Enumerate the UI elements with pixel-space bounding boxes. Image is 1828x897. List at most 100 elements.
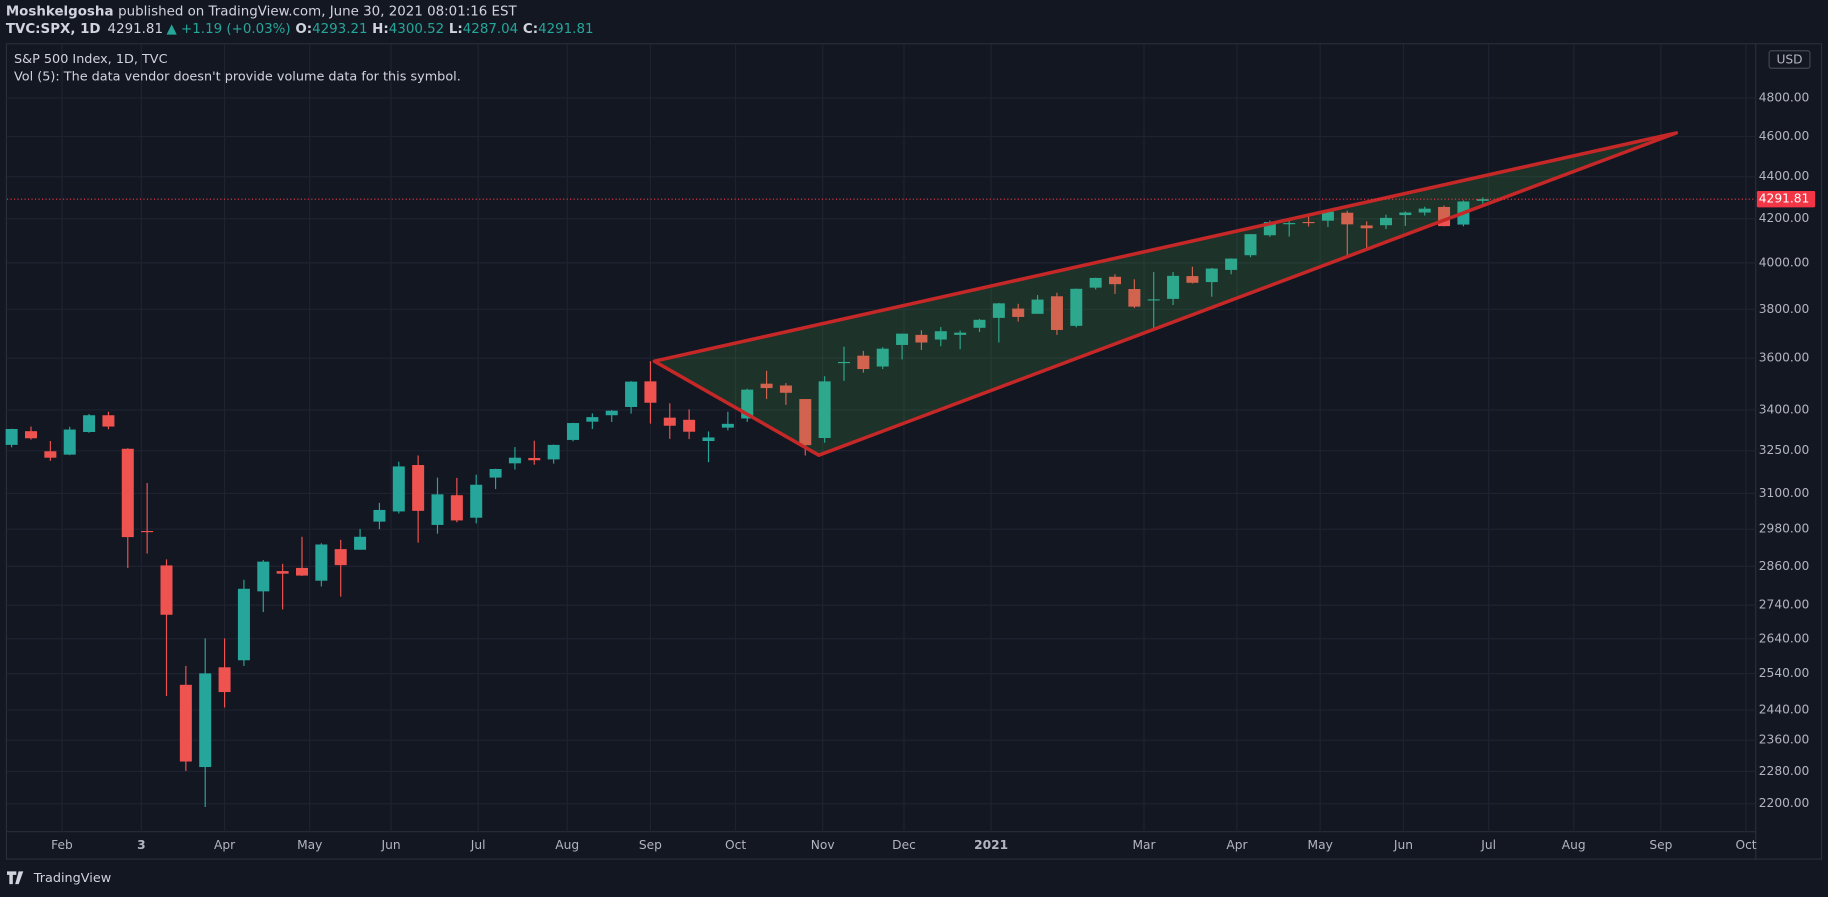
candle-body xyxy=(160,565,173,615)
candle-body xyxy=(857,355,870,370)
low: 4287.04 xyxy=(463,22,518,37)
x-tick-label: Jul xyxy=(1480,838,1496,852)
y-tick-label: 3100.00 xyxy=(1759,486,1810,500)
open-label: O: xyxy=(295,22,312,37)
candle-body xyxy=(431,494,444,525)
last: 4291.81 xyxy=(108,22,163,37)
x-tick-label: Nov xyxy=(811,838,835,852)
candle-body xyxy=(83,415,96,432)
candle-body xyxy=(818,381,831,439)
y-tick-label: 3600.00 xyxy=(1759,351,1810,365)
x-tick-label: May xyxy=(297,838,322,852)
high-label: H: xyxy=(372,22,389,37)
candle-body xyxy=(1283,223,1296,225)
candle-body xyxy=(1244,234,1257,256)
candle-body xyxy=(702,437,715,442)
candle-body xyxy=(276,571,289,574)
close: 4291.81 xyxy=(538,22,593,37)
logo-icon xyxy=(6,871,24,885)
candle-body xyxy=(605,410,618,416)
candle-body xyxy=(508,457,521,464)
candle-body xyxy=(1147,299,1160,301)
candle-body xyxy=(5,428,18,445)
currency-button[interactable] xyxy=(1768,50,1811,69)
y-tick-label: 4400.00 xyxy=(1759,169,1810,183)
x-tick-label: Jun xyxy=(1393,838,1413,852)
brand: TradingView xyxy=(33,871,111,886)
candle-body xyxy=(876,348,889,367)
candle-body xyxy=(721,423,734,428)
close-label: C: xyxy=(523,22,538,37)
candle-body xyxy=(1321,211,1334,221)
plot xyxy=(5,131,1756,807)
candle-body xyxy=(179,684,192,762)
currency[interactable]: USD xyxy=(1776,53,1802,67)
candle-body xyxy=(470,484,483,518)
y-tick-label: 2980.00 xyxy=(1759,522,1810,536)
candle-body xyxy=(450,495,463,521)
candle-body xyxy=(1089,277,1102,288)
y-tick-label: 2860.00 xyxy=(1759,559,1810,573)
candle-body xyxy=(334,549,347,566)
candle-body xyxy=(257,561,270,592)
candle-body xyxy=(644,381,657,403)
candle-body xyxy=(1108,276,1121,285)
candle-body xyxy=(896,333,909,345)
y-tick-label: 2280.00 xyxy=(1759,764,1810,778)
y-tick-label: 2740.00 xyxy=(1759,598,1810,612)
candle-body xyxy=(566,423,579,440)
change: ▲ +1.19 (+0.03%) xyxy=(166,22,290,37)
candle-body xyxy=(547,444,560,460)
author: Moshkelgosha xyxy=(6,5,114,20)
candle-body xyxy=(760,383,773,389)
candle-body xyxy=(1167,275,1180,299)
candle-body xyxy=(954,332,967,335)
candle-body xyxy=(973,319,986,328)
candle-body xyxy=(1302,221,1315,224)
x-tick-label: Oct xyxy=(1735,838,1756,852)
candle-body xyxy=(489,468,502,478)
y-tick-label: 2360.00 xyxy=(1759,733,1810,747)
pattern-triangle xyxy=(652,131,1679,457)
candle-body xyxy=(915,334,928,343)
y-tick-label: 3250.00 xyxy=(1759,443,1810,457)
y-tick-label: 3400.00 xyxy=(1759,402,1810,416)
candle-body xyxy=(121,448,134,538)
low-label: L: xyxy=(449,22,463,37)
y-tick-label: 4000.00 xyxy=(1759,255,1810,269)
y-tick-label: 4200.00 xyxy=(1759,211,1810,225)
last-price-label: 4291.81 xyxy=(1759,192,1810,206)
candle-body xyxy=(295,567,308,576)
candle-body xyxy=(237,588,250,661)
candle-body xyxy=(1031,299,1044,314)
candle-body xyxy=(1360,225,1373,229)
x-tick-label: Mar xyxy=(1132,838,1156,852)
candle-body xyxy=(1186,276,1199,283)
y-tick-label: 2200.00 xyxy=(1759,796,1810,810)
logo xyxy=(6,871,24,885)
chart-subtitle: Vol (5): The data vendor doesn't provide… xyxy=(14,69,461,84)
symbol: TVC:SPX, 1D xyxy=(6,22,101,37)
x-tick-label: Apr xyxy=(214,838,236,852)
candle-body xyxy=(1476,199,1489,201)
candle-body xyxy=(1128,289,1141,307)
x-tick-label: 2021 xyxy=(974,838,1008,852)
candle-body xyxy=(799,399,812,446)
symbol-bar: TVC:SPX, 1D 4291.81 ▲ +1.19 (+0.03%) O:4293… xyxy=(6,22,594,37)
candle-body xyxy=(141,530,154,533)
candle-body xyxy=(625,381,638,407)
x-tick-label: Oct xyxy=(725,838,746,852)
y-tick-label: 4800.00 xyxy=(1759,90,1810,104)
y-tick-label: 2540.00 xyxy=(1759,666,1810,680)
published: published on TradingView.com, June 30, 2… xyxy=(118,5,517,20)
candle-body xyxy=(1050,296,1063,330)
candle-body xyxy=(1379,217,1392,226)
y-tick-label: 4600.00 xyxy=(1759,129,1810,143)
candle-body xyxy=(315,544,328,581)
x-tick-label: Apr xyxy=(1226,838,1248,852)
x-tick-label: Aug xyxy=(1562,838,1586,852)
candle-body xyxy=(586,417,599,422)
candle-body xyxy=(992,303,1005,318)
